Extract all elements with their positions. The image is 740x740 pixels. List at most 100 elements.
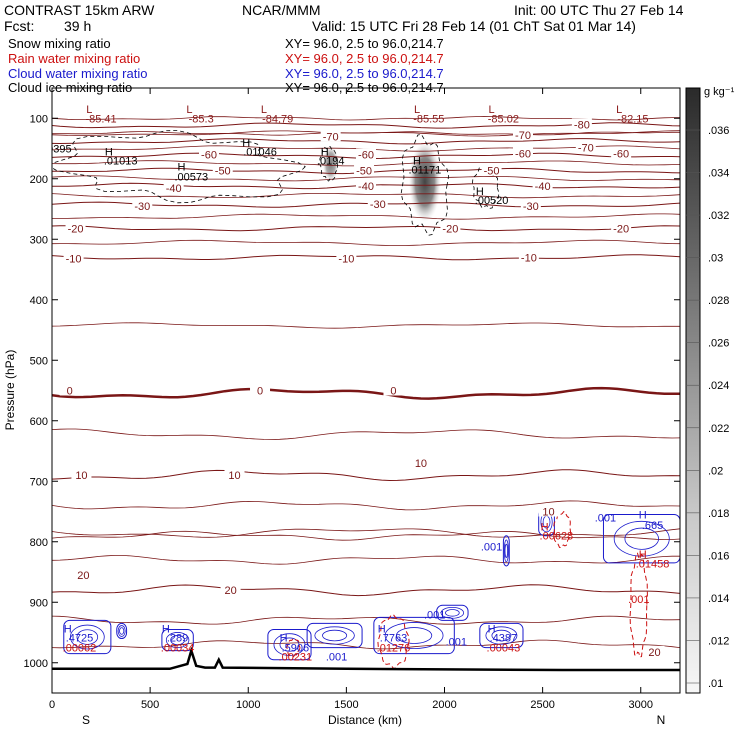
y-tick-label-4: 500: [30, 355, 48, 367]
temp-label-2: -70: [515, 130, 531, 142]
y-tick-label-1: 200: [30, 174, 48, 186]
colorbar-units: g kg⁻¹: [704, 86, 735, 98]
extrema-label-20: .0194: [317, 156, 345, 168]
temp-label-bg-29: [73, 569, 94, 581]
extrema-label-46: .01276: [377, 643, 411, 655]
snow-contour-0: [52, 130, 306, 204]
plot-area: -70 -80 -70 -70 -60 -60 -60 -60 -50 -50 -50 -40 -40 -…: [44, 104, 680, 672]
colorbar-scale: [685, 87, 701, 694]
temp-label-18: -20: [442, 223, 458, 235]
temp-label-bg-11: [163, 181, 184, 193]
colorbar-label-9: .018: [708, 508, 729, 520]
temp-label-13: -40: [535, 181, 551, 193]
temp-label-bg-9: [354, 164, 375, 176]
temp-contour-low-4: [52, 639, 680, 650]
cloud-contour-0: [63, 619, 112, 655]
extrema-label-34: H: [64, 623, 72, 635]
extrema-label-24: .00520: [475, 195, 509, 207]
extrema-label-6: L: [414, 104, 420, 116]
temp-label-22: -10: [521, 252, 537, 264]
extrema-label-28: H: [639, 510, 647, 522]
cloud-contour-inner-7-2: [491, 629, 512, 642]
extrema-label-41: .5906: [282, 643, 310, 655]
extrema-label-16: .00573: [175, 171, 209, 183]
temp-label-bg-28: [410, 457, 431, 469]
extrema-label-40: H: [280, 632, 288, 644]
org-label: NCAR/MMM: [242, 2, 321, 18]
temp-label-8: -50: [215, 165, 231, 177]
temp-label-bg-24: [250, 384, 271, 396]
y-tick-label-2: 300: [30, 234, 48, 246]
cloud-contour-inner-7-1: [485, 626, 518, 645]
temp-contour-10: [52, 584, 680, 597]
extrema-label-23: H: [476, 186, 484, 198]
temp-label-31: 10: [542, 507, 554, 519]
snow-shade-max: [408, 141, 441, 222]
colorbar-label-12: .012: [708, 635, 729, 647]
colorbar-label-7: .022: [708, 423, 729, 435]
x-tick-label-2: 1000: [236, 699, 260, 711]
x-tick-label-4: 2000: [432, 699, 456, 711]
temp-label-bg-25: [383, 384, 404, 396]
extrema-label-21: H: [413, 156, 421, 168]
temp-contour-7: [52, 254, 680, 261]
extrema-label-9: -85.02: [488, 113, 519, 125]
temp-label-7: -60: [613, 148, 629, 160]
cloud-contour-10: [502, 535, 510, 567]
extrema-label-10: L: [616, 104, 622, 116]
temp-label-3: -70: [578, 142, 594, 154]
temp-label-bg-16: [520, 199, 541, 211]
extrema-label-7: -85.55: [413, 113, 444, 125]
extrema-label-51: .00043: [487, 643, 521, 655]
temp-contour-1: [52, 138, 680, 145]
shaded-field: [322, 141, 441, 222]
model-title: CONTRAST 15km ARW: [4, 2, 155, 18]
x-tick-label-0: 0: [49, 699, 55, 711]
plot-frame: [51, 87, 681, 694]
temp-label-bg-13: [532, 180, 553, 192]
temp-label-bg-21: [336, 252, 357, 264]
snow-shade-secondary: [322, 145, 339, 182]
cloud-contour-inner-6-2: [445, 609, 460, 617]
extrema-label-31: .01458: [636, 559, 670, 571]
snow-contour-3: [319, 145, 339, 182]
extrema-label-32: .001: [481, 542, 502, 554]
temp-contour-minor-9: [52, 528, 680, 538]
y-tick-label-9: 1000: [24, 658, 48, 670]
field-name-rain: Rain water mixing ratio: [8, 51, 141, 66]
cloud-contour-inner-10-1: [503, 539, 509, 563]
temp-label-26: 10: [75, 470, 87, 482]
temp-label-bg-20: [63, 252, 84, 264]
field-name-snow: Snow mixing ratio: [8, 36, 111, 51]
temp-label-bg-2: [513, 129, 533, 141]
temp-label-6: -60: [515, 148, 531, 160]
y-tick-label-7: 800: [30, 537, 48, 549]
temp-label-9: -50: [356, 165, 372, 177]
extrema-label-17: H: [242, 137, 250, 149]
x-tick-label-3: 1500: [334, 699, 358, 711]
contour-labels: -70 -80 -70 -70 -60 -60 -60 -60 -50 -50 -50 -40 -40 -…: [44, 104, 670, 664]
cloud-contour-inner-6-1: [440, 606, 465, 619]
extrema-label-22: .01171: [408, 165, 441, 177]
snow-contour-2: [472, 166, 500, 209]
cloud-contour-1: [116, 622, 128, 640]
temp-label-bg-27: [224, 469, 245, 481]
temp-label-bg-14: [132, 199, 153, 211]
temp-contour-6: [52, 225, 680, 232]
extrema-label-38: .289: [167, 632, 188, 644]
temp-contour-8: [52, 386, 680, 400]
extrema-label-14: .01013: [104, 156, 138, 168]
extrema-label-47: .001: [424, 609, 445, 621]
colorbar-label-10: .016: [708, 550, 729, 562]
temp-label-1: -80: [574, 119, 590, 131]
temp-label-bg-30: [220, 584, 241, 596]
extrema-label-39: .00034: [161, 643, 195, 655]
temp-label-4: -60: [201, 150, 217, 162]
extrema-label-13: H: [105, 147, 113, 159]
extrema-label-12: .0395: [44, 144, 72, 156]
extrema-label-25: H: [541, 522, 549, 534]
extrema-label-4: L: [261, 104, 267, 116]
temp-label-16: -30: [523, 201, 539, 213]
